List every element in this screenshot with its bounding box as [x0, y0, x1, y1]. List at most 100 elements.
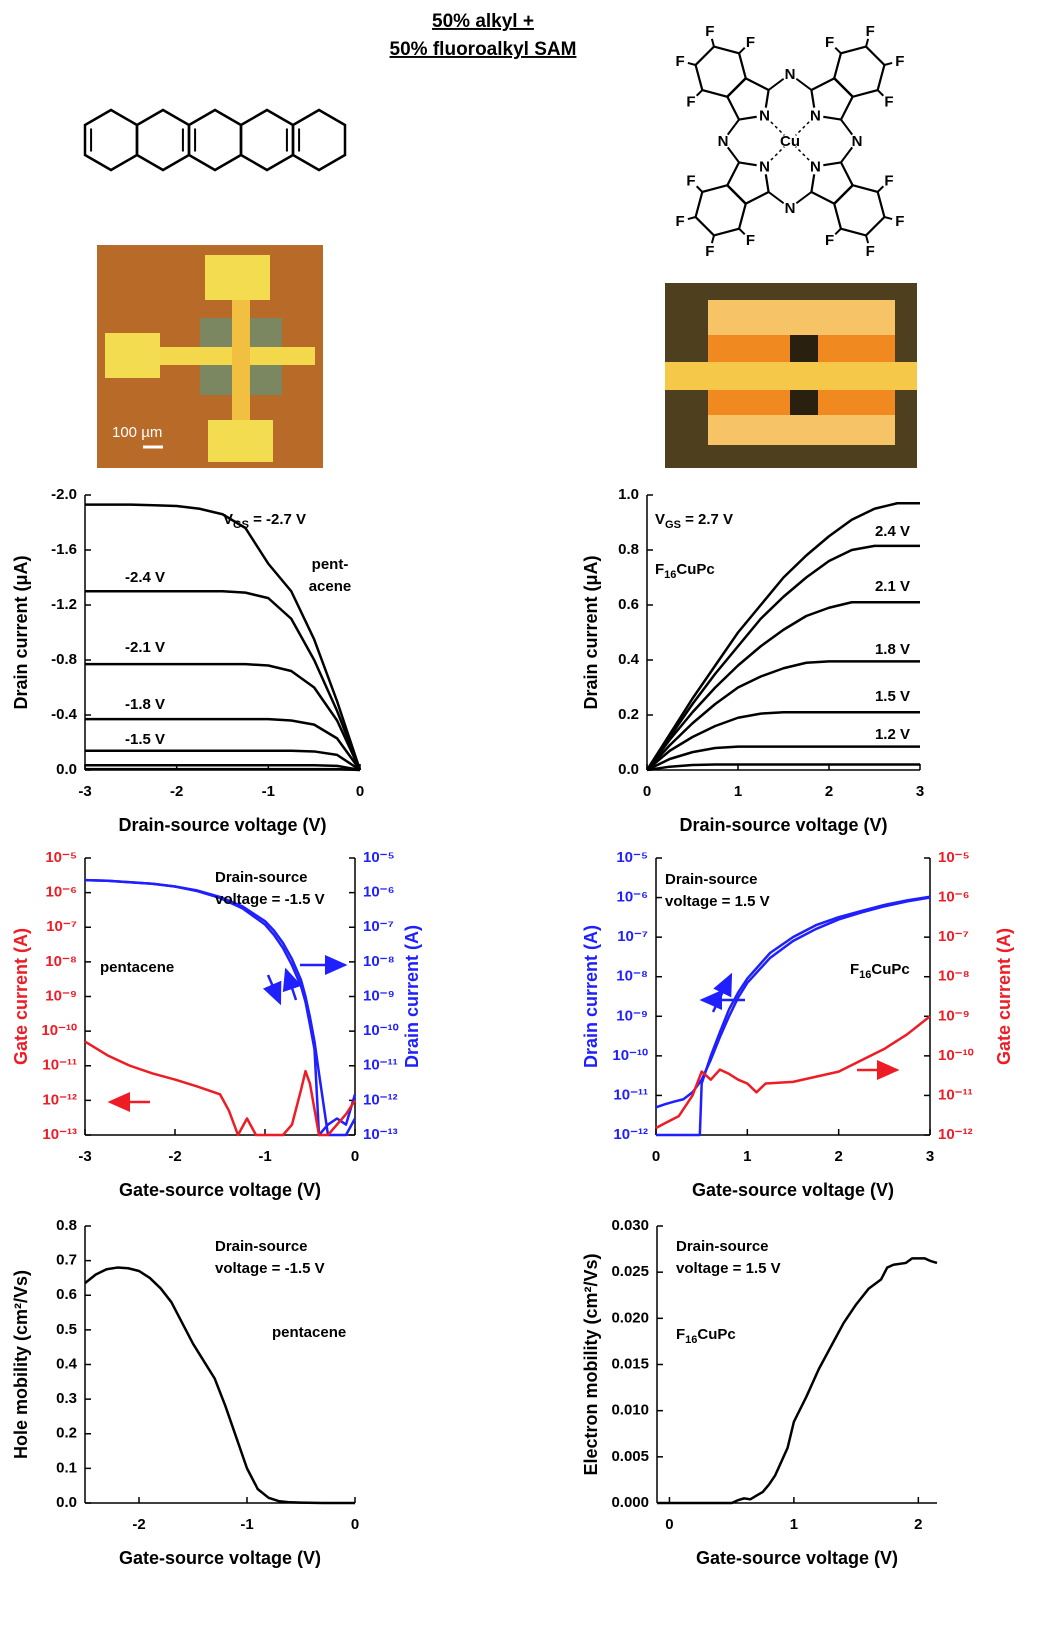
- y-tick-label: 0.0: [618, 761, 639, 778]
- series-line: [84, 1040, 357, 1137]
- atom-label: N: [810, 108, 821, 125]
- y-tick-label: -1.6: [51, 541, 77, 558]
- pentacene-photo: 100 µm: [97, 245, 323, 468]
- y-tick-label: 0.005: [611, 1448, 649, 1465]
- annotation: F16CuPc: [676, 1326, 736, 1346]
- curve-label-value: 2.1 V: [875, 578, 910, 595]
- text-part: pentacene: [272, 1324, 346, 1341]
- y2-axis-label: Drain current (A): [402, 925, 422, 1068]
- bond: [695, 185, 704, 193]
- bond: [865, 235, 870, 244]
- x-tick-label: -3: [78, 783, 91, 800]
- y-axis-label: Drain current (A): [581, 925, 601, 1068]
- curve-label-value: -2.7 V: [266, 511, 306, 528]
- atom-label: F: [884, 93, 893, 110]
- bond: [710, 235, 715, 244]
- text-part: 16: [685, 1334, 697, 1346]
- series-line: [85, 763, 361, 772]
- y2-tick-label: 10⁻⁶: [938, 889, 970, 906]
- y-tick-label: 0.5: [56, 1321, 77, 1338]
- bond: [687, 216, 696, 221]
- curve-label-value: 1.2 V: [875, 726, 910, 743]
- text-part: GS: [665, 519, 681, 531]
- text-part: acene: [309, 578, 352, 595]
- y-axis-label: Hole mobility (cm²/Vs): [11, 1270, 31, 1459]
- text-part: CuPc: [697, 1326, 735, 1343]
- y-tick-label: 0.020: [611, 1309, 649, 1326]
- benzene-ring: [832, 45, 886, 99]
- y-tick-label: 10⁻⁸: [45, 953, 77, 970]
- atom-label: N: [718, 133, 729, 150]
- ring: [291, 108, 347, 172]
- y-tick-label: 0.1: [56, 1459, 77, 1476]
- bond: [876, 89, 885, 97]
- y-tick-label: 0.0: [56, 761, 77, 778]
- curve-label: 1.2 V: [875, 726, 910, 743]
- atom-label: N: [759, 108, 770, 125]
- scale-label: 100 µm: [112, 424, 162, 441]
- series-line: [646, 745, 920, 772]
- annotation: voltage = -1.5 V: [215, 1260, 325, 1277]
- bond: [834, 46, 842, 55]
- y-tick-label: 0.6: [618, 596, 639, 613]
- atom-background: [807, 158, 824, 175]
- series-line: [645, 544, 920, 771]
- x-tick-label: -1: [240, 1516, 253, 1533]
- y-tick-label: 0.3: [56, 1390, 77, 1407]
- annotation: acene: [309, 578, 352, 595]
- text-part: F: [850, 961, 859, 978]
- x-tick-label: 0: [643, 783, 651, 800]
- curve-label-value: -1.8 V: [125, 696, 165, 713]
- y-tick-label: 10⁻⁸: [616, 968, 648, 985]
- annotation: F16CuPc: [655, 561, 715, 581]
- pentacene-structure: [83, 108, 347, 172]
- x-tick-label: 2: [834, 1148, 842, 1165]
- text-part: pentacene: [100, 959, 174, 976]
- atom-background: [782, 199, 798, 216]
- text-part: V: [223, 511, 233, 528]
- x-axis-label: Gate-source voltage (V): [119, 1548, 321, 1568]
- atom-label: F: [676, 213, 685, 230]
- ring: [239, 108, 295, 172]
- series-line: [656, 895, 931, 1137]
- x-tick-label: 0: [665, 1516, 673, 1533]
- y-tick-label: 0.000: [611, 1494, 649, 1511]
- atom-label: N: [759, 158, 770, 175]
- atom-label: F: [884, 173, 893, 190]
- series-line: [85, 749, 361, 772]
- y-tick-label: 10⁻⁹: [45, 987, 77, 1004]
- y2-tick-label: 10⁻⁵: [363, 849, 395, 866]
- y2-axis-label: Gate current (A): [994, 928, 1014, 1065]
- y-tick-label: 10⁻⁷: [617, 928, 648, 945]
- benzene-ring: [832, 183, 886, 237]
- curve-label-value: 1.5 V: [875, 688, 910, 705]
- text-part: pent-: [312, 556, 349, 573]
- x-tick-label: -2: [170, 783, 183, 800]
- bond: [884, 61, 893, 66]
- text-part: voltage = -1.5 V: [215, 891, 325, 908]
- x-tick-label: -2: [132, 1516, 145, 1533]
- x-tick-label: 0: [351, 1148, 359, 1165]
- text-part: V: [655, 511, 665, 528]
- curve-label: -1.8 V: [125, 696, 165, 713]
- curve-label: -2.4 V: [125, 569, 165, 586]
- x-tick-label: 3: [916, 783, 924, 800]
- annotation: voltage = -1.5 V: [215, 891, 325, 908]
- atom-background: [782, 66, 798, 83]
- atom-label: F: [825, 232, 834, 249]
- y-tick-label: 0.2: [618, 706, 639, 723]
- y-axis-label: Drain current (μA): [11, 555, 31, 709]
- y-tick-label: 0.030: [611, 1217, 649, 1234]
- text-part: F: [655, 561, 664, 578]
- f16cupc-photo: [665, 283, 917, 468]
- x-tick-label: 2: [914, 1516, 922, 1533]
- atom-label: N: [852, 133, 863, 150]
- y2-tick-label: 10⁻⁵: [938, 849, 970, 866]
- atom-background: [715, 133, 731, 149]
- text-part: F: [676, 1326, 685, 1343]
- series-line: [646, 660, 920, 771]
- annotation: voltage = 1.5 V: [676, 1260, 781, 1277]
- annotation: Drain-source: [676, 1238, 769, 1255]
- y-tick-label: 0.025: [611, 1263, 649, 1280]
